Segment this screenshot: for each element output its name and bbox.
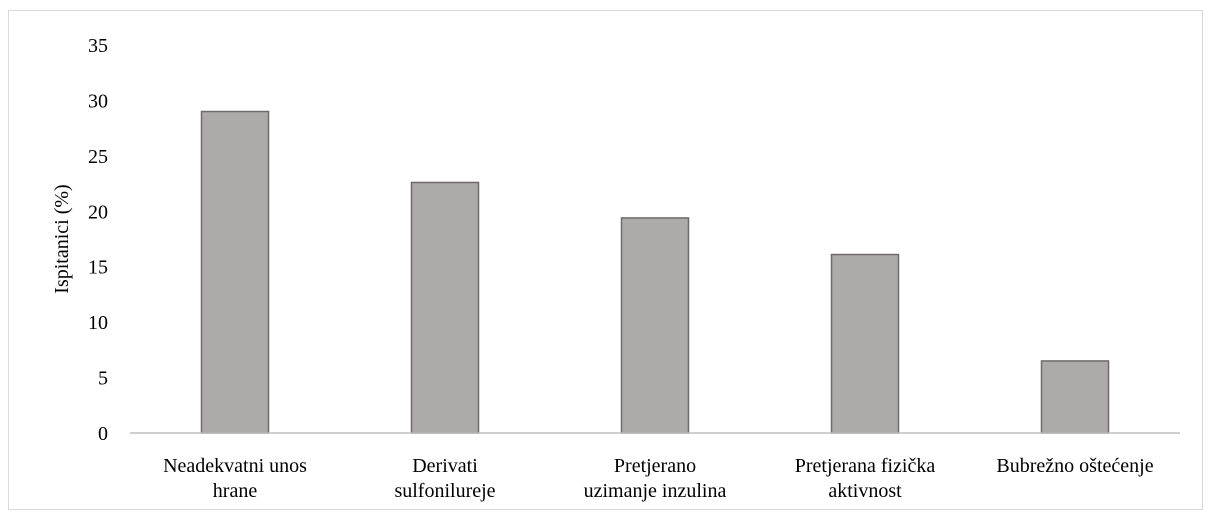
y-axis-ticks: 0 5 10 15 20 25 30 35 [88,35,108,445]
bar [620,217,690,434]
bar [200,110,270,434]
category-label: Neadekvatni unos hrane [163,455,307,502]
bar [410,181,480,434]
category-label-line: Derivati [412,455,478,477]
category-label: Bubrežno oštećenje [996,455,1153,477]
y-tick-label: 25 [88,146,108,168]
category-label-line: Neadekvatni unos [163,455,307,477]
y-axis-label: Ispitanici (%) [51,184,73,293]
y-tick-label: 10 [88,312,108,334]
y-tick-label: 15 [88,257,108,279]
y-tick-label: 20 [88,201,108,223]
category-label: Pretjerano uzimanje inzulina [584,455,727,502]
category-label-line: Bubrežno oštećenje [996,455,1153,477]
bar [1040,360,1110,434]
category-labels: Neadekvatni unos hrane Derivati sulfonilure… [163,455,1154,502]
bar [830,253,900,434]
category-label-line: sulfonilureje [394,480,495,502]
category-label: Pretjerana fizička aktivnost [795,455,936,502]
y-tick-label: 5 [98,368,108,390]
category-label-line: aktivnost [828,480,902,502]
category-label-line: uzimanje inzulina [584,480,727,502]
category-label-line: Pretjerano [614,455,696,477]
category-label-line: Pretjerana fizička [795,455,936,477]
bars [200,110,1110,434]
y-tick-label: 0 [98,423,108,445]
category-label: Derivati sulfonilureje [394,455,495,502]
y-tick-label: 35 [88,35,108,57]
category-label-line: hrane [213,480,258,502]
y-tick-label: 30 [88,90,108,112]
